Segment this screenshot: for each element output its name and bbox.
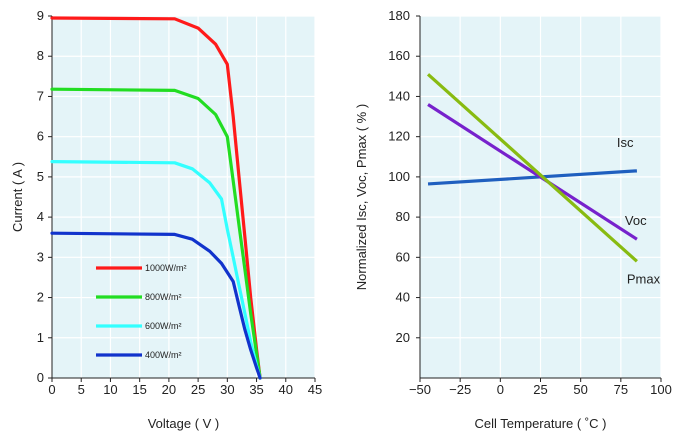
right-y-tick-label: 60 xyxy=(396,249,410,264)
left-y-tick-label: 7 xyxy=(37,88,44,103)
right-x-tick-label: 100 xyxy=(650,382,672,397)
legend-label-2: 600W/m² xyxy=(145,321,182,331)
right-x-axis-label: Cell Temperature ( ˚C ) xyxy=(475,416,607,431)
series-label-voc: Voc xyxy=(625,213,647,228)
legend-label-0: 1000W/m² xyxy=(145,263,187,273)
left-x-tick-label: 35 xyxy=(249,382,263,397)
series-label-isc: Isc xyxy=(617,135,634,150)
iv-curve-1 xyxy=(50,87,262,380)
temp-line-pmax xyxy=(426,73,638,263)
legend-label-1: 800W/m² xyxy=(145,292,182,302)
left-x-tick-label: 30 xyxy=(220,382,234,397)
right-y-tick-label: 160 xyxy=(388,48,410,63)
right-y-tick-label: 120 xyxy=(388,129,410,144)
temp-line-voc xyxy=(427,103,638,241)
left-y-axis-label: Current ( A ) xyxy=(10,162,25,232)
left-y-tick-label: 9 xyxy=(37,8,44,23)
right-x-tick-label: 50 xyxy=(573,382,587,397)
left-y-tick-label: 0 xyxy=(37,370,44,385)
left-y-tick-label: 2 xyxy=(37,290,44,305)
right-y-tick-label: 180 xyxy=(388,8,410,23)
left-x-tick-label: 40 xyxy=(279,382,293,397)
left-y-tick-label: 4 xyxy=(37,209,44,224)
iv-curve-0 xyxy=(50,16,262,380)
right-x-tick-label: 0 xyxy=(497,382,504,397)
left-x-tick-label: 20 xyxy=(162,382,176,397)
temp-line-isc xyxy=(427,169,637,186)
right-x-tick-label: −25 xyxy=(449,382,471,397)
right-y-axis-label: Normalized Isc, Voc, Pmax ( % ) xyxy=(354,104,369,290)
left-x-tick-label: 0 xyxy=(48,382,55,397)
iv-curve-2 xyxy=(50,160,262,380)
left-x-tick-label: 5 xyxy=(78,382,85,397)
left-y-tick-label: 5 xyxy=(37,169,44,184)
right-y-tick-label: 20 xyxy=(396,330,410,345)
left-y-tick-label: 8 xyxy=(37,48,44,63)
left-x-axis-label: Voltage ( V ) xyxy=(148,416,220,431)
series-label-pmax: Pmax xyxy=(627,271,661,286)
left-x-tick-label: 15 xyxy=(132,382,146,397)
right-x-tick-label: −50 xyxy=(409,382,431,397)
left-x-tick-label: 25 xyxy=(191,382,205,397)
left-y-tick-label: 1 xyxy=(37,330,44,345)
left-plot-background xyxy=(52,16,315,378)
iv-curve-3 xyxy=(50,231,262,380)
legend-label-3: 400W/m² xyxy=(145,350,182,360)
left-x-tick-label: 45 xyxy=(308,382,322,397)
right-y-tick-label: 100 xyxy=(388,169,410,184)
right-x-tick-label: 75 xyxy=(614,382,628,397)
right-y-tick-label: 140 xyxy=(388,88,410,103)
left-y-tick-label: 3 xyxy=(37,249,44,264)
right-x-tick-label: 25 xyxy=(533,382,547,397)
left-x-tick-label: 10 xyxy=(103,382,117,397)
right-y-tick-label: 40 xyxy=(396,290,410,305)
left-y-tick-label: 6 xyxy=(37,129,44,144)
right-y-tick-label: 80 xyxy=(396,209,410,224)
